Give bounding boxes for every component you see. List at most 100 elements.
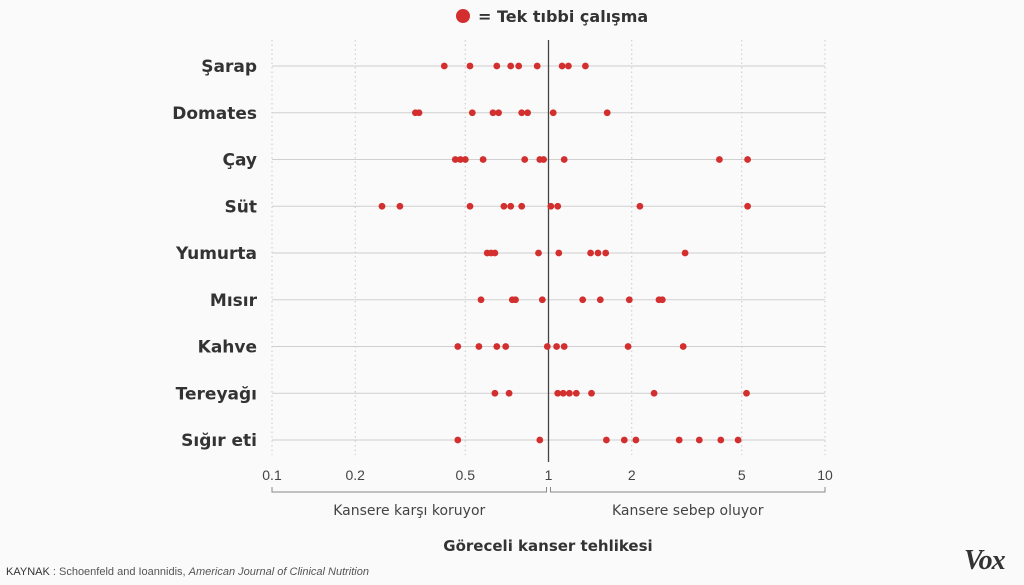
data-point bbox=[491, 249, 499, 257]
data-point bbox=[477, 296, 485, 304]
data-point bbox=[636, 202, 644, 210]
data-point bbox=[396, 202, 404, 210]
x-tick-label: 0.2 bbox=[346, 467, 366, 483]
data-point bbox=[540, 156, 547, 163]
data-point bbox=[744, 202, 751, 210]
x-tick-label: 5 bbox=[738, 467, 746, 483]
data-point bbox=[500, 202, 508, 210]
data-point bbox=[502, 343, 510, 350]
chart: = Tek tıbbi çalışma Şarap Domates Çay Süt Yu… bbox=[172, 7, 833, 555]
data-point bbox=[521, 156, 529, 163]
data-point bbox=[538, 296, 546, 304]
data-point bbox=[493, 62, 501, 70]
data-point bbox=[717, 436, 725, 444]
x-tick-label: 1 bbox=[545, 467, 553, 483]
data-point bbox=[675, 436, 683, 444]
data-point bbox=[489, 109, 497, 117]
data-point bbox=[560, 156, 568, 163]
category-label: Yumurta bbox=[175, 244, 257, 264]
source-journal: American Journal of Clinical Nutrition bbox=[188, 566, 369, 578]
data-point bbox=[507, 202, 515, 210]
data-point bbox=[547, 202, 555, 210]
region-brackets: Kansere karşı koruyor Kansere sebep oluyo… bbox=[271, 487, 826, 519]
data-point bbox=[558, 62, 566, 70]
data-point bbox=[559, 389, 567, 397]
category-labels: Şarap Domates Çay Süt Yumurta Mısır Kahve Terey… bbox=[172, 57, 257, 451]
data-points bbox=[378, 62, 751, 444]
data-point bbox=[632, 436, 640, 444]
data-point bbox=[594, 249, 602, 257]
data-point bbox=[566, 389, 573, 397]
category-label: Sığır eti bbox=[181, 431, 257, 451]
data-point bbox=[624, 343, 632, 350]
data-point bbox=[454, 343, 462, 350]
data-point bbox=[457, 156, 464, 163]
data-point bbox=[491, 389, 499, 397]
data-point bbox=[518, 109, 526, 117]
data-point bbox=[555, 249, 563, 257]
legend: = Tek tıbbi çalışma bbox=[456, 7, 648, 26]
category-label: Süt bbox=[225, 197, 257, 217]
category-label: Mısır bbox=[210, 291, 258, 311]
data-point bbox=[681, 249, 689, 257]
data-point bbox=[524, 109, 531, 117]
data-point bbox=[658, 296, 666, 304]
data-point bbox=[625, 296, 633, 304]
source-separator: : bbox=[49, 566, 59, 578]
data-point bbox=[716, 156, 723, 163]
data-point bbox=[507, 62, 515, 70]
data-point bbox=[440, 62, 448, 70]
data-point bbox=[602, 249, 610, 257]
data-point bbox=[543, 343, 551, 350]
data-point bbox=[466, 62, 474, 70]
data-point bbox=[493, 343, 501, 350]
category-label: Şarap bbox=[201, 57, 257, 77]
category-label: Domates bbox=[172, 104, 257, 124]
data-point bbox=[587, 249, 594, 257]
x-tick-label: 2 bbox=[628, 467, 636, 483]
data-point bbox=[695, 436, 703, 444]
source-prefix: KAYNAK bbox=[6, 566, 50, 578]
data-point bbox=[479, 156, 487, 163]
data-point bbox=[650, 389, 658, 397]
x-axis-title: Göreceli kanser tehlikesi bbox=[443, 537, 652, 555]
data-point bbox=[378, 202, 386, 210]
data-point bbox=[620, 436, 628, 444]
data-point bbox=[515, 62, 523, 70]
data-point bbox=[603, 109, 611, 117]
x-tick-label: 0.5 bbox=[456, 467, 476, 483]
data-point bbox=[560, 343, 568, 350]
region-bracket bbox=[550, 487, 826, 493]
category-label: Çay bbox=[222, 151, 257, 171]
data-point bbox=[536, 436, 544, 444]
data-point bbox=[565, 62, 572, 70]
source-note: KAYNAK : Schoenfeld and Ioannidis, Ameri… bbox=[6, 566, 369, 578]
x-tick-label: 0.1 bbox=[262, 467, 282, 483]
data-point bbox=[454, 436, 462, 444]
legend-marker bbox=[456, 9, 470, 23]
data-point bbox=[505, 389, 513, 397]
data-point bbox=[451, 156, 459, 163]
x-tick-label: 10 bbox=[817, 467, 833, 483]
data-point bbox=[415, 109, 423, 117]
data-point bbox=[554, 389, 562, 397]
x-axis: 0.1 0.2 0.5 1 2 5 10 bbox=[262, 467, 833, 483]
region-label: Kansere sebep oluyor bbox=[612, 503, 764, 519]
vox-logo: Vox bbox=[964, 545, 1006, 576]
data-point bbox=[468, 109, 476, 117]
legend-label: = Tek tıbbi çalışma bbox=[478, 7, 648, 26]
data-point bbox=[679, 343, 687, 350]
data-point bbox=[554, 202, 562, 210]
data-point bbox=[553, 343, 560, 350]
category-label: Kahve bbox=[198, 338, 257, 358]
region-bracket bbox=[271, 487, 547, 493]
data-point bbox=[588, 389, 595, 397]
data-point bbox=[744, 156, 751, 163]
region-label: Kansere karşı koruyor bbox=[333, 503, 485, 519]
source-authors: Schoenfeld and Ioannidis, bbox=[58, 566, 189, 578]
data-point bbox=[579, 296, 587, 304]
category-label: Tereyağı bbox=[176, 384, 257, 404]
data-point bbox=[734, 436, 742, 444]
data-point bbox=[466, 202, 474, 210]
data-point bbox=[572, 389, 580, 397]
